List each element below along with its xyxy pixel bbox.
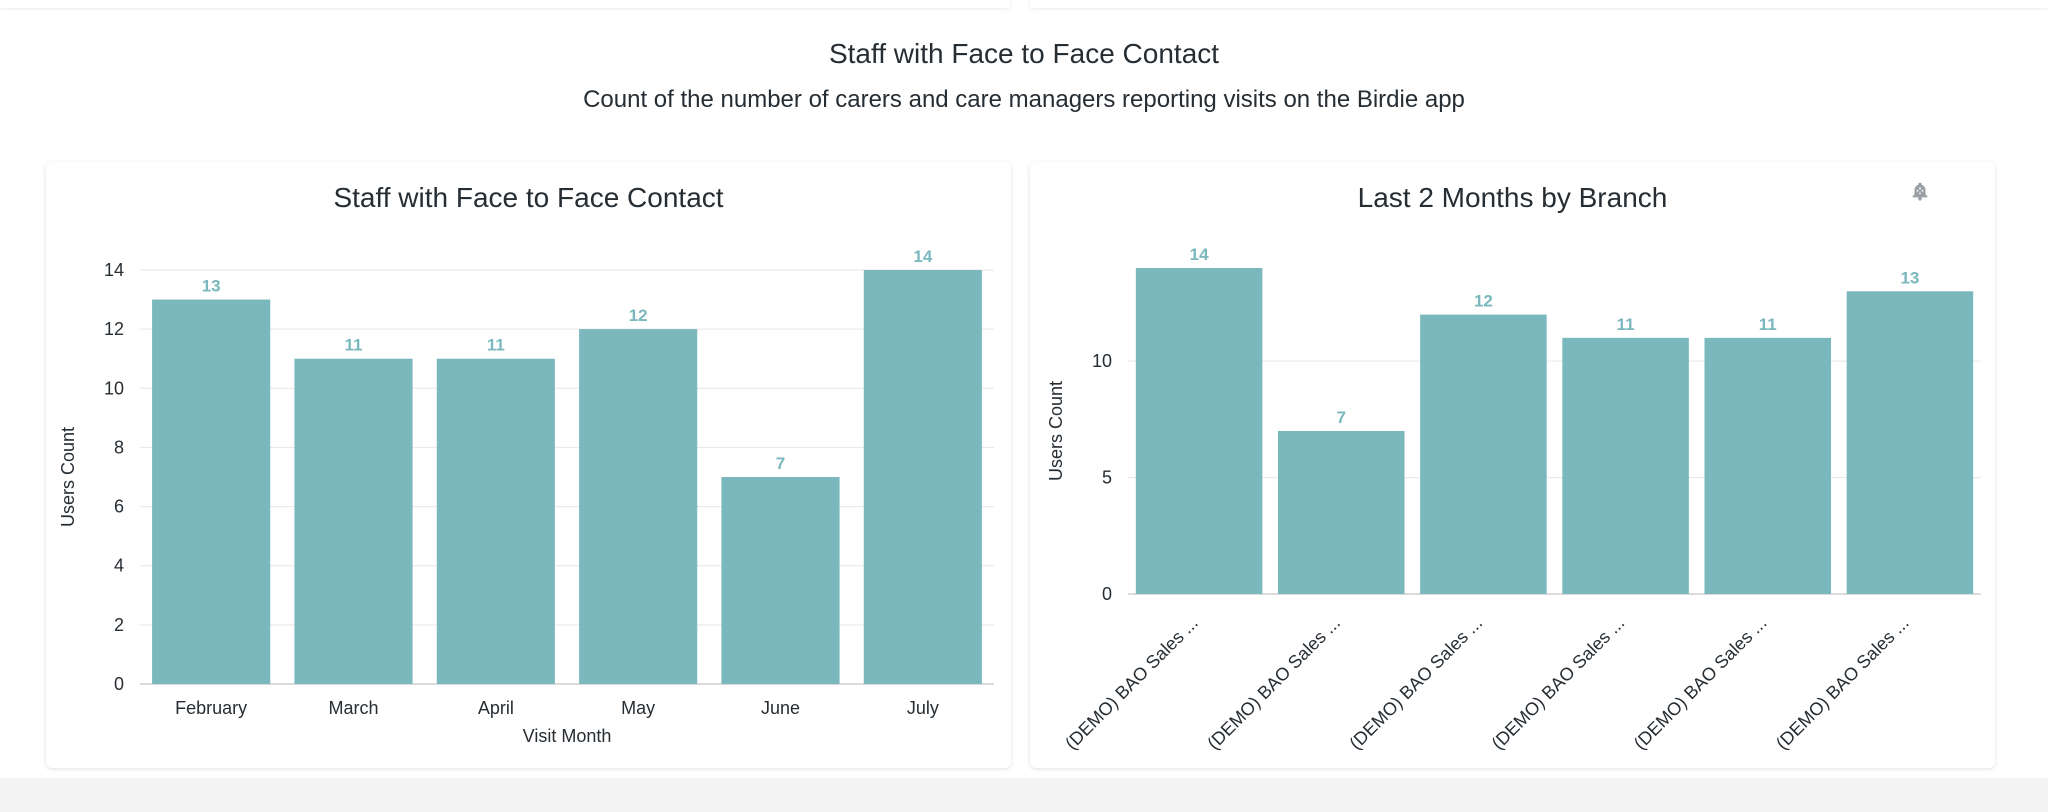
data-label: 11 — [487, 336, 505, 355]
data-label: 12 — [629, 306, 648, 325]
y-tick-label: 14 — [104, 260, 124, 280]
y-tick-label: 0 — [114, 674, 124, 694]
previous-tile-bottom-left — [0, 0, 1010, 8]
data-label: 12 — [1474, 292, 1493, 311]
x-tick-label: (DEMO) BAO Sales ... — [1630, 613, 1771, 754]
data-label: 13 — [1900, 268, 1919, 287]
bar — [1420, 314, 1547, 594]
y-tick-label: 6 — [114, 497, 124, 517]
vertical-dots-icon[interactable] — [1918, 180, 1971, 204]
bar — [294, 358, 413, 684]
x-tick-label: (DEMO) BAO Sales ... — [1772, 613, 1913, 754]
y-tick-label: 12 — [104, 319, 124, 339]
data-label: 7 — [776, 454, 785, 473]
y-tick-label: 2 — [114, 615, 124, 635]
data-label: 7 — [1337, 408, 1346, 427]
bar-chart-branch: 0 5 10 14 (DEMO) BAO Sales ... 7 (DEMO) BAO Sa… — [1046, 245, 1981, 754]
x-tick-label: June — [761, 698, 800, 718]
x-tick-label: February — [175, 698, 247, 718]
bar-chart-monthly: 0 2 4 6 8 10 12 14 13 February 11 March 11 April 12 May… — [58, 247, 994, 746]
y-tick-label: 8 — [114, 437, 124, 457]
y-axis-title: Users Count — [58, 427, 78, 527]
chart-title: Last 2 Months by Branch — [1357, 182, 1668, 213]
chart-tile-branch: Last 2 Months by Branch 0 5 10 14 (DEMO) BAO… — [1030, 162, 1995, 768]
data-label: 11 — [1759, 315, 1777, 334]
previous-tile-bottom-right — [1030, 0, 2048, 8]
data-label: 14 — [1190, 245, 1209, 264]
data-label: 13 — [202, 277, 221, 296]
section-title: Staff with Face to Face Contact — [828, 38, 1220, 69]
x-tick-label: (DEMO) BAO Sales ... — [1488, 613, 1629, 754]
x-tick-label: April — [478, 698, 514, 718]
data-label: 11 — [345, 336, 363, 355]
section-subtitle: Count of the number of carers and care m… — [583, 86, 1465, 113]
bar — [1135, 268, 1263, 594]
page-footer-strip — [0, 778, 2048, 812]
tile-actions — [1909, 180, 1971, 204]
chart-tile-monthly: Staff with Face to Face Contact 0 2 4 6 8 10 1… — [46, 162, 1011, 768]
y-tick-label: 4 — [114, 556, 124, 576]
y-tick-label: 10 — [104, 378, 124, 398]
bar — [1846, 291, 1974, 594]
y-tick-label: 10 — [1092, 351, 1112, 371]
bar — [579, 329, 698, 684]
bar — [863, 270, 982, 684]
bar — [1562, 337, 1689, 594]
x-tick-label: May — [621, 698, 655, 718]
data-label: 14 — [913, 247, 932, 266]
data-label: 11 — [1617, 315, 1635, 334]
x-axis-title: Visit Month — [523, 726, 612, 746]
bar — [721, 477, 840, 684]
y-axis-title: Users Count — [1046, 381, 1066, 481]
x-tick-label: July — [907, 698, 939, 718]
bar — [152, 299, 271, 684]
y-tick-label: 0 — [1102, 584, 1112, 604]
x-tick-label: March — [328, 698, 378, 718]
x-tick-label: (DEMO) BAO Sales ... — [1203, 613, 1344, 754]
bar — [436, 358, 555, 684]
x-tick-label: (DEMO) BAO Sales ... — [1345, 613, 1486, 754]
y-tick-label: 5 — [1102, 468, 1112, 488]
chart-title: Staff with Face to Face Contact — [333, 182, 724, 213]
x-tick-label: (DEMO) BAO Sales ... — [1061, 613, 1202, 754]
bar — [1277, 431, 1405, 594]
bar — [1704, 337, 1832, 594]
